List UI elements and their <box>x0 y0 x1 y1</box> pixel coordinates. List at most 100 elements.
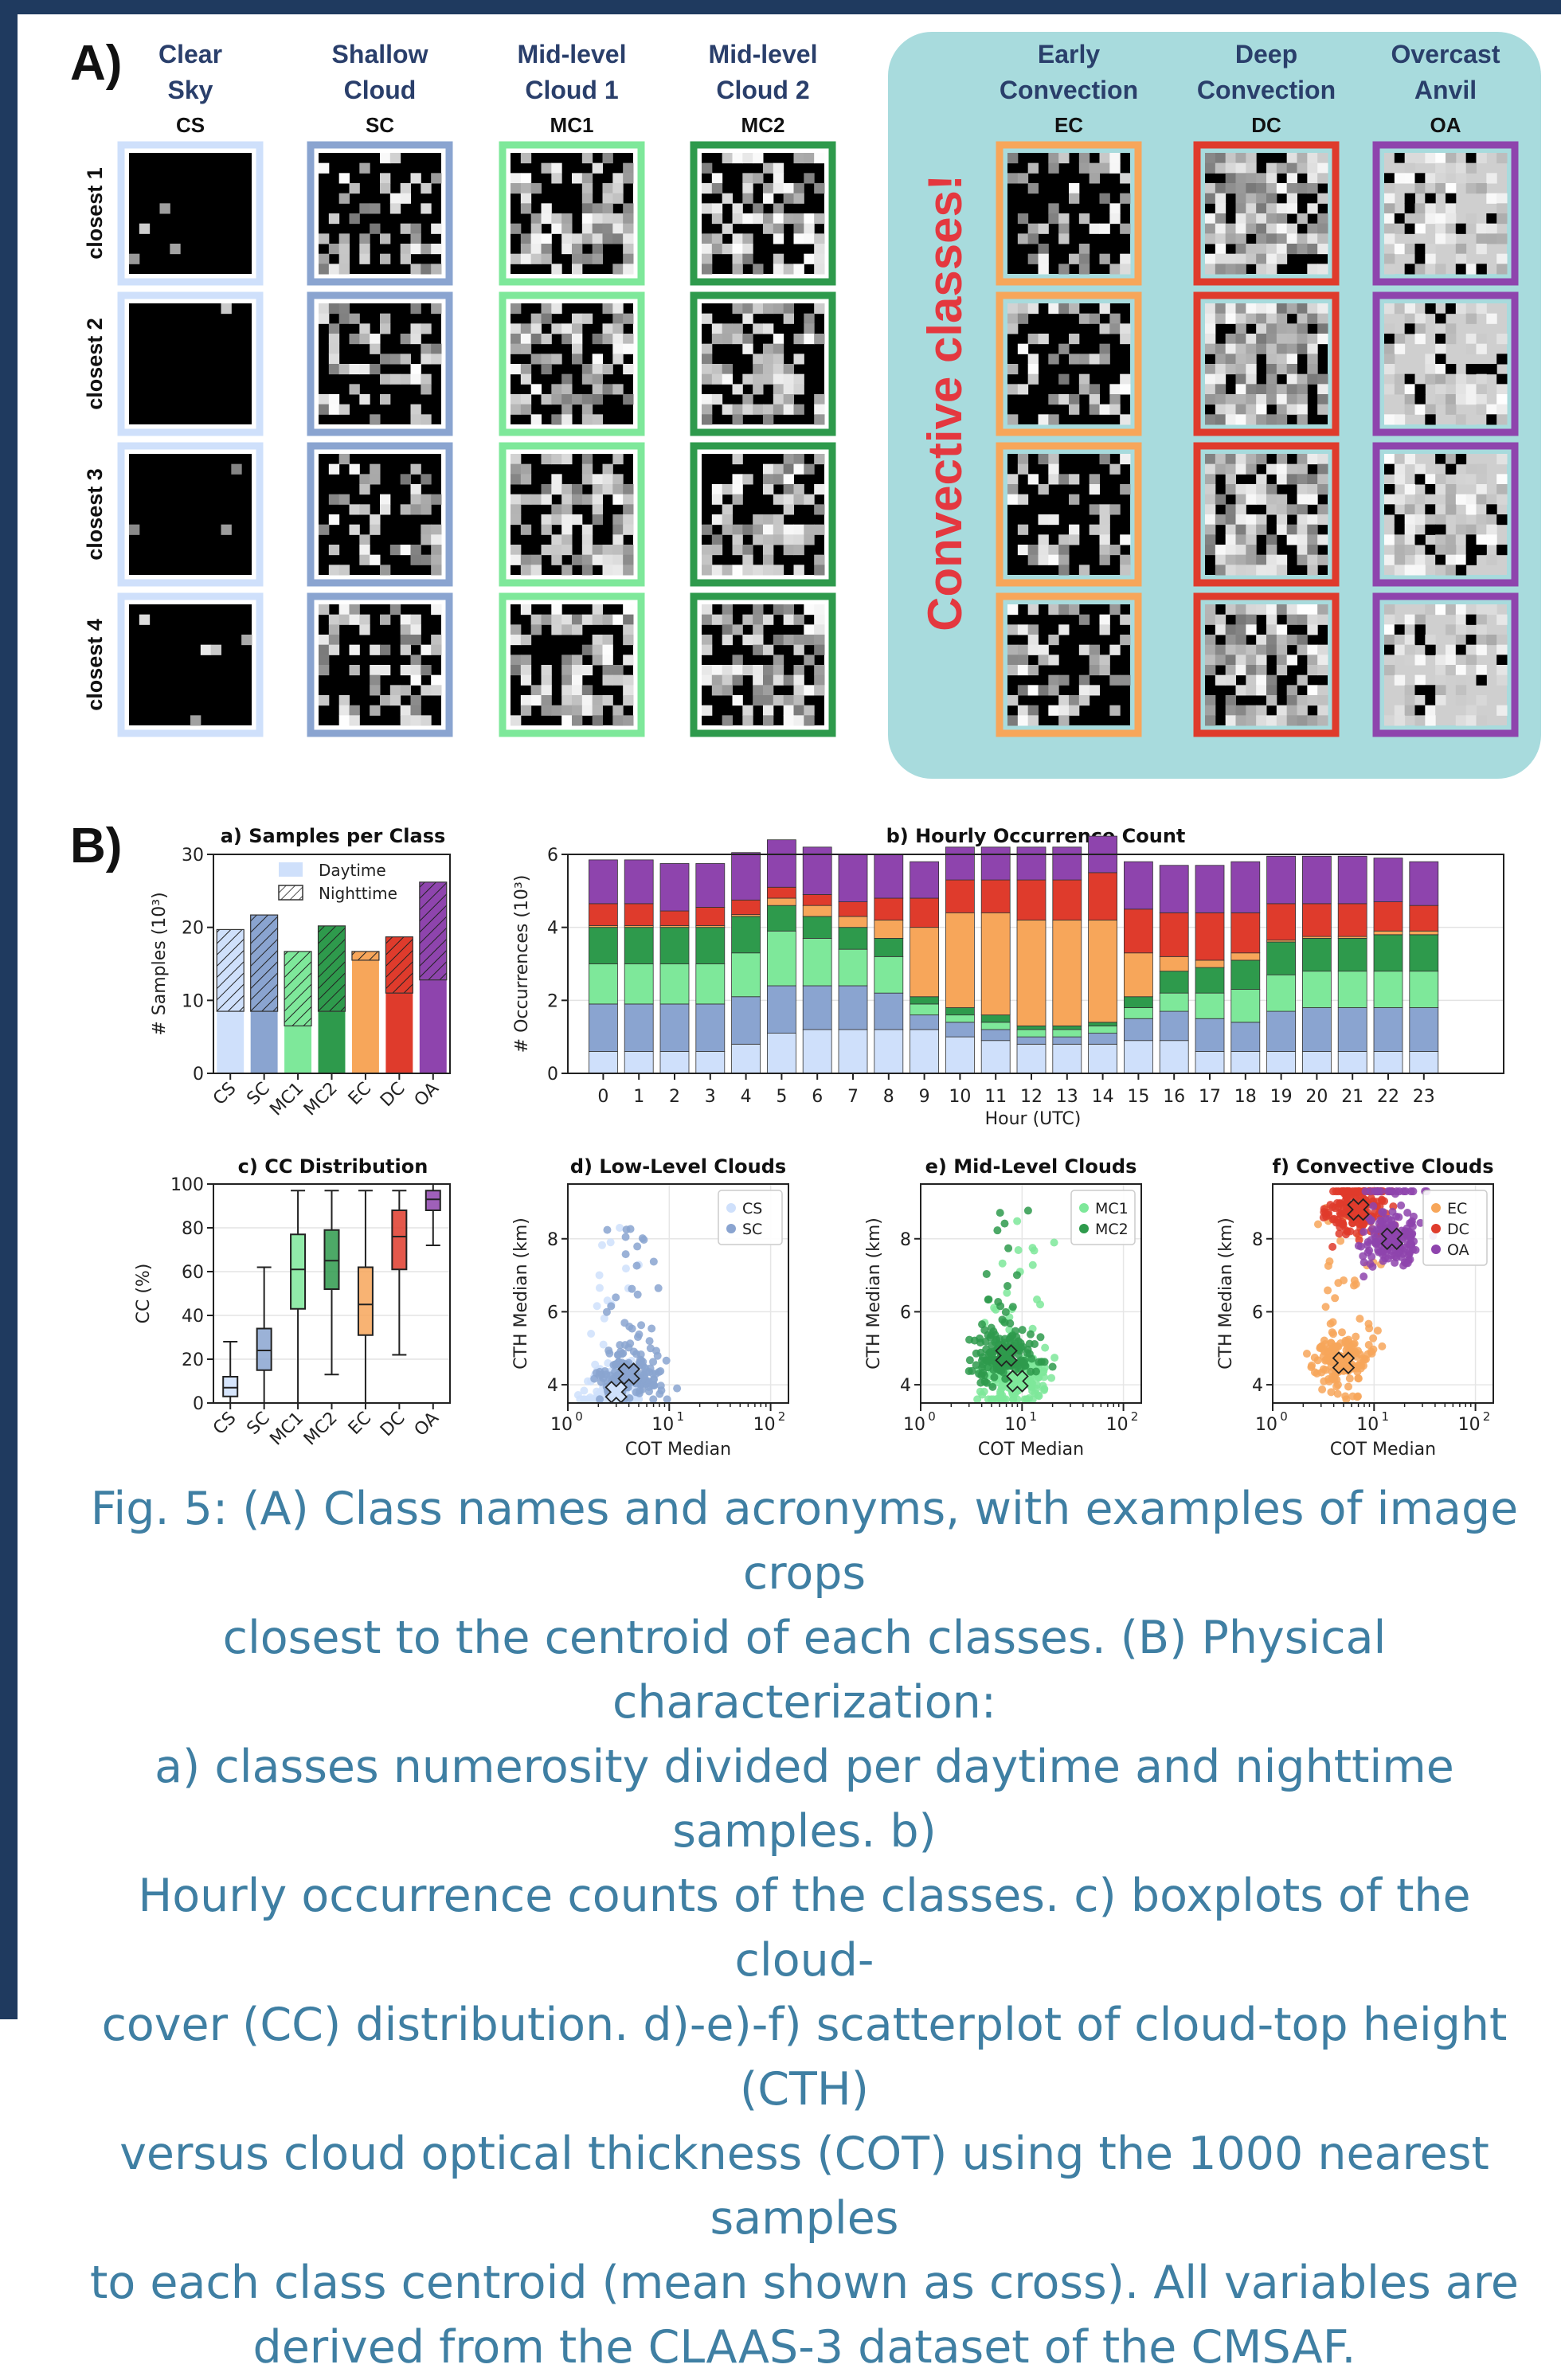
crop-pixel <box>1307 565 1318 576</box>
crop-pixel <box>1225 162 1236 174</box>
crop-pixel <box>1120 264 1131 275</box>
crop-pixel <box>702 414 713 425</box>
crop-pixel <box>551 514 562 526</box>
crop-pixel <box>1496 635 1508 646</box>
crop-pixel <box>1394 384 1406 395</box>
crop-pixel <box>1465 644 1477 655</box>
crop-pixel <box>592 494 603 505</box>
scatter-point-oa <box>1361 1187 1370 1196</box>
crop-pixel <box>783 614 794 625</box>
bar-segment-cs <box>874 1029 904 1074</box>
crop-pixel <box>1465 183 1477 194</box>
crop-pixel <box>1297 323 1308 334</box>
crop-pixel <box>1394 454 1406 465</box>
bar-segment-ec <box>838 916 868 928</box>
crop-pixel <box>1394 414 1406 425</box>
crop-pixel <box>1414 565 1426 576</box>
sample-crop-ec <box>996 592 1142 737</box>
crop-pixel <box>1266 323 1277 334</box>
crop-pixel <box>1078 162 1090 174</box>
crop-pixel <box>753 354 764 365</box>
box-ec <box>357 1266 374 1336</box>
crop-pixel <box>1465 554 1477 565</box>
crop-pixel <box>1235 545 1246 556</box>
crop-pixel <box>1425 604 1436 616</box>
scatter-point-ec <box>1310 1353 1319 1362</box>
bar-segment-oa <box>589 859 618 905</box>
crop-pixel <box>1235 373 1246 385</box>
y-tick-label: 80 <box>182 1219 204 1239</box>
crop-pixel <box>1286 343 1297 354</box>
bar-segment-mc1 <box>1052 1029 1082 1038</box>
crop-pixel <box>1307 454 1318 465</box>
x-tick-label: DC <box>377 1409 409 1441</box>
crop-pixel <box>1297 484 1308 495</box>
crop-pixel <box>572 715 583 726</box>
x-axis-label: COT Median <box>625 1440 731 1460</box>
crop-pixel <box>1486 193 1497 204</box>
crop-pixel <box>1007 303 1019 315</box>
crop-pixel <box>722 334 733 345</box>
crop-pixel <box>711 394 723 405</box>
crop-pixel <box>1246 554 1257 565</box>
bar-segment-sc <box>802 985 832 1030</box>
crop-pixel <box>612 534 624 545</box>
crop-pixel <box>602 223 613 234</box>
crop-pixel <box>1215 364 1226 375</box>
crop-pixel <box>410 373 421 385</box>
crop-pixel <box>541 334 552 345</box>
crop-pixel <box>1256 685 1267 696</box>
crop-pixel <box>511 454 522 465</box>
crop-pixel <box>623 244 634 255</box>
crop-pixel <box>359 624 370 635</box>
crop-pixel <box>804 223 815 234</box>
crop-pixel <box>1038 534 1049 545</box>
crop-pixel <box>1235 665 1246 676</box>
scatter-point-sc <box>649 1257 658 1266</box>
crop-pixel <box>1246 162 1257 174</box>
crop-pixel <box>592 635 603 646</box>
crop-pixel <box>1120 193 1131 204</box>
crop-pixel <box>1109 545 1121 556</box>
crop-pixel <box>1099 162 1110 174</box>
crop-pixel <box>400 644 411 655</box>
x-tick-label: 23 <box>1413 1087 1435 1107</box>
crop-pixel <box>1246 303 1257 315</box>
x-tick-label: DC <box>377 1079 409 1112</box>
crop-pixel <box>1286 394 1297 405</box>
crop-pixel <box>1297 394 1308 405</box>
scatter-point-sc <box>625 1394 634 1403</box>
crop-pixel <box>793 354 804 365</box>
crop-pixel <box>400 334 411 345</box>
crop-pixel <box>1307 604 1318 616</box>
crop-pixel <box>1276 253 1288 264</box>
crop-pixel <box>380 354 391 365</box>
crop-pixel <box>722 614 733 625</box>
x-tick-label: 7 <box>847 1087 859 1107</box>
crop-pixel <box>1496 253 1508 264</box>
scatter-point-mc2 <box>965 1356 974 1365</box>
crop-pixel <box>541 313 552 324</box>
crop-pixel <box>732 384 743 395</box>
crop-pixel <box>581 223 593 234</box>
scatter-point-oa <box>1360 1258 1368 1267</box>
crop-pixel <box>1435 384 1446 395</box>
crop-pixel <box>1317 685 1328 696</box>
crop-pixel <box>793 685 804 696</box>
crop-pixel <box>1235 715 1246 726</box>
scatter-point-oa <box>1395 1187 1403 1196</box>
crop-pixel <box>1109 705 1121 716</box>
crop-pixel <box>1394 494 1406 505</box>
crop-pixel <box>410 545 421 556</box>
crop-pixel <box>592 414 603 425</box>
crop-pixel <box>572 655 583 666</box>
crop-pixel <box>1225 484 1236 495</box>
crop-pixel <box>581 253 593 264</box>
crop-pixel <box>1246 614 1257 625</box>
crop-pixel <box>783 394 794 405</box>
crop-pixel <box>380 183 391 194</box>
bar-segment-mc1 <box>1124 1007 1153 1019</box>
x-tick-label: 13 <box>1056 1087 1078 1107</box>
scatter-point-oa <box>1395 1213 1403 1221</box>
bar-segment-cs <box>1266 1051 1296 1074</box>
